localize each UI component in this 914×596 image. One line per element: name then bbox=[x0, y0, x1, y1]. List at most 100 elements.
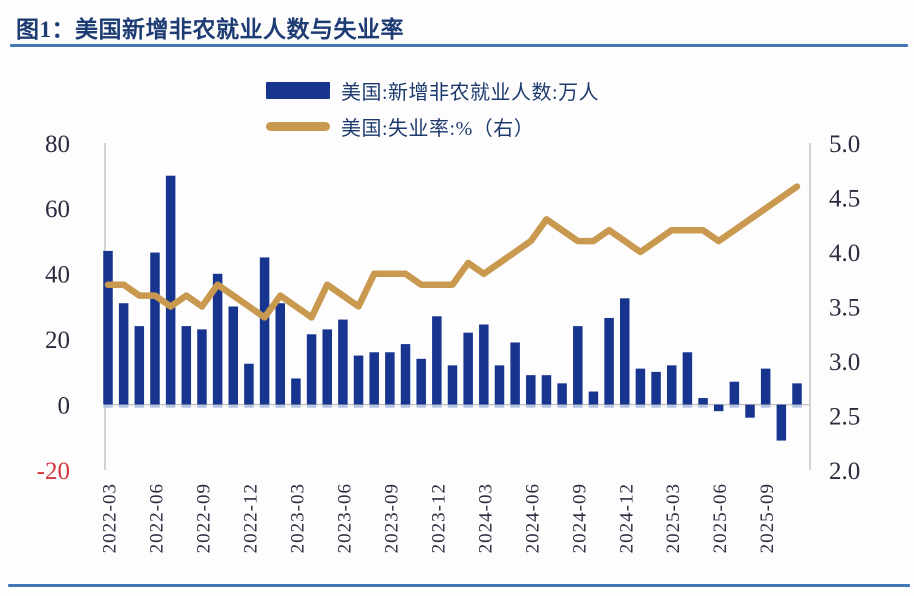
left-tick-label: 0 bbox=[58, 392, 71, 419]
payrolls-bar bbox=[134, 326, 145, 405]
right-tick-label: 3.0 bbox=[829, 349, 860, 376]
legend: 美国:新增非农就业人数:万人 美国:失业率:%（右） bbox=[266, 76, 599, 141]
x-tick-label: 2022-06 bbox=[146, 483, 167, 553]
bar-base-tick bbox=[118, 405, 129, 408]
bar-base-tick bbox=[557, 405, 567, 408]
bar-base-tick bbox=[338, 405, 348, 408]
payrolls-bar bbox=[244, 363, 254, 405]
payrolls-bar bbox=[494, 365, 505, 405]
x-tick-label: 2023-06 bbox=[334, 483, 355, 553]
payrolls-bar bbox=[479, 324, 489, 405]
payrolls-bar bbox=[259, 257, 270, 405]
payrolls-bar bbox=[103, 250, 113, 405]
x-tick-label: 2023-12 bbox=[428, 483, 449, 553]
payrolls-bar bbox=[197, 329, 207, 405]
payrolls-bar bbox=[792, 383, 802, 405]
bar-base-tick bbox=[228, 405, 239, 408]
bar-base-tick bbox=[447, 405, 458, 408]
bar-base-tick bbox=[134, 405, 145, 408]
right-tick-label: 2.0 bbox=[829, 458, 860, 485]
payrolls-bar bbox=[666, 365, 677, 405]
left-axis-ticks: 80 60 40 20 0 -20 bbox=[37, 131, 70, 485]
title-underline bbox=[10, 44, 908, 47]
bar-base-tick bbox=[212, 405, 223, 408]
bar-base-tick bbox=[510, 405, 520, 408]
bar-base-tick bbox=[275, 405, 285, 408]
payrolls-bar bbox=[447, 365, 458, 405]
bar-base-tick bbox=[322, 405, 332, 408]
bar-base-tick bbox=[385, 405, 395, 408]
payrolls-bar bbox=[682, 352, 693, 405]
x-tick-label: 2024-09 bbox=[569, 483, 590, 553]
payrolls-bar bbox=[385, 352, 395, 405]
bar-base-tick bbox=[635, 405, 646, 408]
bar-base-tick bbox=[306, 405, 317, 408]
payrolls-bar bbox=[181, 326, 192, 405]
payrolls-bar bbox=[322, 329, 332, 405]
legend-label-payrolls: 美国:新增非农就业人数:万人 bbox=[341, 82, 600, 104]
figure-bottom-border bbox=[8, 584, 910, 587]
bar-base-tick bbox=[463, 405, 473, 408]
payrolls-bar bbox=[118, 303, 129, 405]
bar-base-tick bbox=[197, 405, 207, 408]
payrolls-bar bbox=[776, 404, 787, 441]
payrolls-bar bbox=[338, 319, 348, 405]
payrolls-bar bbox=[432, 316, 442, 405]
right-tick-label: 5.0 bbox=[829, 131, 860, 158]
x-tick-label: 2025-03 bbox=[663, 483, 684, 553]
payrolls-bar bbox=[604, 317, 614, 405]
bar-base-tick bbox=[682, 405, 693, 408]
bar-base-tick bbox=[165, 405, 176, 408]
bar-base-tick bbox=[526, 405, 536, 408]
payrolls-bar bbox=[573, 326, 583, 405]
payrolls-bar bbox=[745, 404, 755, 418]
bar-base-tick bbox=[698, 405, 708, 408]
payrolls-bar bbox=[588, 391, 599, 405]
payrolls-bar bbox=[228, 306, 239, 405]
payrolls-bar bbox=[620, 298, 630, 405]
payrolls-bar bbox=[150, 252, 160, 405]
right-tick-label: 2.5 bbox=[829, 403, 860, 430]
bar-base-tick bbox=[573, 405, 583, 408]
left-tick-label: 40 bbox=[45, 262, 70, 289]
payrolls-bar bbox=[651, 371, 661, 405]
x-tick-label: 2022-09 bbox=[193, 483, 214, 553]
payrolls-bar bbox=[760, 368, 771, 405]
line-swatch-icon bbox=[266, 122, 330, 131]
legend-item-unemployment: 美国:失业率:%（右） bbox=[266, 112, 599, 141]
payrolls-bar bbox=[369, 352, 379, 405]
x-tick-label: 2024-06 bbox=[522, 483, 543, 553]
left-tick-label: 80 bbox=[45, 131, 70, 158]
left-tick-label: -20 bbox=[37, 458, 70, 485]
bar-base-tick bbox=[620, 405, 630, 408]
payrolls-bar bbox=[557, 383, 567, 405]
right-tick-label: 4.5 bbox=[829, 185, 860, 212]
bar-base-tick bbox=[150, 405, 160, 408]
x-tick-label: 2022-03 bbox=[100, 483, 121, 553]
bar-swatch-icon bbox=[266, 82, 330, 99]
payrolls-bar bbox=[291, 378, 301, 405]
right-tick-label: 3.5 bbox=[829, 294, 860, 321]
payrolls-bar bbox=[275, 303, 285, 405]
bar-base-tick bbox=[416, 405, 426, 408]
bar-base-tick bbox=[604, 405, 614, 408]
bar-base-tick bbox=[792, 405, 802, 408]
x-tick-label: 2024-03 bbox=[475, 483, 496, 553]
payrolls-bar bbox=[400, 344, 411, 405]
left-tick-label: 60 bbox=[45, 196, 70, 223]
bar-base-tick bbox=[369, 405, 379, 408]
right-tick-label: 4.0 bbox=[829, 240, 860, 267]
bar-base-tick bbox=[244, 405, 254, 408]
bar-base-tick bbox=[259, 405, 270, 408]
left-tick-label: 20 bbox=[45, 327, 70, 354]
bar-base-tick bbox=[181, 405, 192, 408]
x-tick-label: 2023-03 bbox=[287, 483, 308, 553]
bar-base-tick bbox=[588, 405, 599, 408]
payrolls-bars bbox=[103, 175, 802, 441]
figure-title: 图1：美国新增非农就业人数与失业率 bbox=[16, 17, 404, 42]
bar-base-tick bbox=[432, 405, 442, 408]
payrolls-bar bbox=[698, 398, 708, 405]
payrolls-bar bbox=[212, 273, 223, 405]
payrolls-bar bbox=[463, 332, 473, 405]
